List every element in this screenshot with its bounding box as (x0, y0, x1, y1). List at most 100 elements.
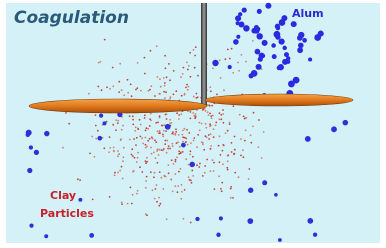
alum-particle (274, 31, 281, 38)
clay-particle (163, 148, 165, 150)
clay-particle (209, 125, 211, 127)
clay-particle (163, 175, 165, 177)
clay-particle (127, 92, 129, 94)
clay-particle (233, 153, 235, 155)
clay-particle (158, 205, 160, 207)
clay-particle (121, 202, 123, 204)
alum-particle (278, 238, 282, 242)
clay-particle (169, 98, 171, 100)
clay-particle (161, 149, 163, 151)
clay-particle (204, 172, 206, 174)
clay-particle (160, 203, 162, 205)
clay-particle (187, 86, 189, 88)
clay-particle (215, 124, 217, 126)
clay-particle (146, 146, 148, 148)
clay-particle (154, 139, 156, 141)
clay-particle (257, 146, 259, 148)
clay-particle (159, 93, 161, 95)
clay-particle (246, 117, 248, 119)
clay-particle (79, 179, 81, 181)
clay-particle (162, 135, 164, 137)
clay-particle (194, 67, 196, 69)
clay-particle (130, 83, 132, 85)
clay-particle (196, 93, 198, 95)
clay-particle (188, 132, 190, 134)
clay-particle (101, 89, 103, 91)
clay-particle (172, 191, 174, 193)
clay-particle (158, 197, 160, 199)
clay-particle (132, 115, 134, 117)
clay-particle (206, 159, 208, 161)
clay-particle (112, 67, 114, 69)
clay-particle (152, 189, 154, 191)
clay-particle (258, 119, 260, 121)
alum-particle (34, 150, 39, 155)
clay-particle (187, 69, 189, 71)
clay-particle (155, 141, 157, 143)
clay-particle (159, 171, 161, 173)
clay-particle (123, 94, 125, 96)
clay-particle (154, 198, 156, 200)
alum-particle (278, 64, 284, 70)
clay-particle (205, 127, 207, 129)
clay-particle (180, 113, 182, 115)
clay-particle (222, 150, 224, 152)
alum-particle (195, 217, 199, 221)
clay-particle (252, 40, 254, 42)
clay-particle (178, 114, 180, 116)
clay-particle (68, 123, 70, 125)
alum-particle (228, 65, 232, 69)
clay-particle (145, 130, 147, 132)
title: Coagulation (14, 8, 129, 28)
clay-particle (190, 150, 192, 152)
clay-particle (136, 137, 138, 139)
clay-particle (97, 130, 99, 132)
clay-particle (95, 125, 97, 127)
clay-particle (219, 59, 221, 61)
clay-particle (144, 114, 146, 116)
clay-particle (117, 122, 119, 124)
clay-particle (156, 184, 158, 186)
clay-particle (204, 165, 206, 167)
clay-particle (180, 76, 182, 78)
clay-particle (243, 156, 245, 158)
clay-particle (115, 119, 117, 121)
clay-particle (159, 78, 161, 80)
clay-particle (191, 170, 193, 172)
clay-particle (240, 155, 242, 157)
clay-particle (220, 118, 222, 120)
alum-particle (279, 19, 286, 26)
clay-particle (171, 159, 173, 161)
clay-particle (113, 147, 115, 149)
clay-particle (140, 90, 142, 92)
clay-particle (151, 136, 153, 138)
clay-particle (145, 187, 147, 189)
clay-particle (209, 105, 211, 107)
clay-particle (227, 49, 229, 51)
clay-particle (227, 169, 229, 171)
alum-particle (291, 21, 297, 27)
clay-particle (172, 145, 174, 147)
clay-particle (180, 168, 182, 170)
clay-particle (249, 168, 251, 170)
clay-particle (232, 72, 234, 74)
clay-particle (190, 142, 192, 144)
clay-particle (244, 140, 246, 142)
clay-particle (213, 170, 215, 172)
alum-particle (212, 60, 218, 66)
clay-particle (186, 129, 188, 131)
clay-particle (155, 157, 157, 159)
clay-particle (108, 151, 110, 153)
clay-particle (157, 122, 159, 124)
clay-particle (197, 75, 199, 77)
clay-particle (184, 94, 186, 96)
clay-particle (166, 76, 168, 78)
clay-particle (181, 184, 183, 186)
clay-particle (190, 118, 192, 120)
clay-particle (196, 164, 198, 166)
clay-particle (223, 89, 225, 91)
clay-particle (135, 126, 137, 128)
clay-particle (210, 115, 212, 117)
clay-particle (140, 136, 142, 138)
clay-particle (205, 123, 207, 125)
